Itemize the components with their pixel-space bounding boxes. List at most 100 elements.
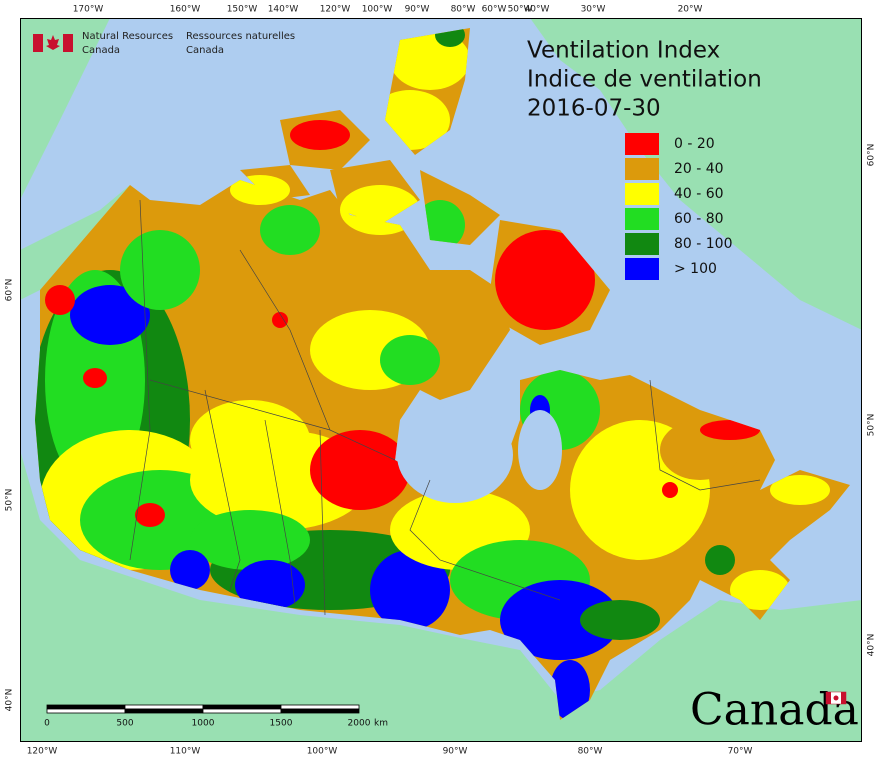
latitude-label: 50°N [5, 489, 15, 512]
russia [20, 18, 110, 200]
index-area [495, 230, 595, 330]
legend-label: 0 - 20 [674, 136, 715, 152]
longitude-label: 100°W [362, 5, 393, 15]
index-area [190, 510, 310, 570]
title-date: 2016-07-30 [527, 96, 661, 122]
flag-bar [826, 692, 831, 704]
title-fr: Indice de ventilation [527, 67, 762, 93]
maple-leaf [46, 35, 60, 50]
longitude-label: 170°W [73, 5, 104, 15]
border [649, 379, 761, 491]
latitude-label: 60°N [5, 279, 15, 302]
scale-bar: 0 500 1000 1500 2000 km [44, 704, 388, 729]
index-area [120, 230, 200, 310]
legend-swatch [625, 158, 659, 180]
latitude-label: 60°N [867, 144, 877, 167]
scale-label: 1000 [192, 719, 215, 729]
longitude-label: 40°W [525, 5, 550, 15]
flag-bar [33, 34, 43, 52]
index-area [190, 400, 310, 480]
org-en: Canada [82, 45, 120, 56]
index-area [662, 482, 678, 498]
scale-segment [202, 704, 282, 710]
legend-label: 80 - 100 [674, 236, 733, 252]
index-area [380, 335, 440, 385]
index-area [272, 312, 288, 328]
org-fr: Ressources naturelles [186, 31, 295, 42]
canada [35, 28, 850, 720]
latitude-label: 40°N [867, 634, 877, 657]
longitude-label: 70°W [728, 747, 753, 757]
graticule-labels: 170°W 160°W 150°W 140°W 120°W 100°W 90°W 80°W 60… [5, 5, 877, 757]
scale-segment [280, 704, 360, 710]
index-area [290, 120, 350, 150]
longitude-label: 90°W [405, 5, 430, 15]
legend-label: 20 - 40 [674, 161, 724, 177]
border [129, 199, 151, 561]
legend: 0 - 20 20 - 40 40 - 60 60 - 80 80 - 100 > 100 [625, 133, 733, 280]
index-area [45, 285, 75, 315]
longitude-label: 80°W [578, 747, 603, 757]
scale-segment [124, 708, 204, 714]
longitude-label: 60°W [482, 5, 507, 15]
org-fr: Canada [186, 45, 224, 56]
index-area [705, 545, 735, 575]
legend-swatch [625, 258, 659, 280]
index-area [550, 660, 590, 720]
longitude-label: 160°W [170, 5, 201, 15]
index-area [135, 503, 165, 527]
index-area [500, 580, 620, 660]
scale-segment [46, 708, 126, 714]
border [204, 389, 241, 591]
longitude-label: 120°W [27, 747, 58, 757]
index-area [70, 285, 150, 345]
index-area [170, 550, 210, 590]
united-states [20, 450, 862, 742]
scale-label: 500 [116, 719, 133, 729]
flag-bar [841, 692, 846, 704]
index-area [230, 175, 290, 205]
scale-label: 2000 [348, 719, 371, 729]
latitude-label: 50°N [867, 414, 877, 437]
index-area [770, 475, 830, 505]
longitude-label: 110°W [170, 747, 201, 757]
longitude-label: 150°W [227, 5, 258, 15]
longitude-label: 20°W [678, 5, 703, 15]
flag-bar [63, 34, 73, 52]
border [239, 249, 331, 431]
legend-swatch [625, 208, 659, 230]
latitude-label: 40°N [5, 689, 15, 712]
alaska [20, 185, 130, 300]
index-area [730, 570, 790, 610]
index-area [370, 550, 450, 630]
hudson-bay [397, 407, 513, 503]
longitude-label: 120°W [320, 5, 351, 15]
legend-label: > 100 [674, 261, 717, 277]
border [319, 429, 326, 616]
scale-segment [202, 708, 282, 714]
maple-leaf [833, 695, 839, 701]
border [264, 419, 296, 606]
greenland [530, 18, 862, 330]
legend-label: 60 - 80 [674, 211, 724, 227]
title-en: Ventilation Index [527, 38, 720, 64]
legend-swatch [625, 133, 659, 155]
longitude-label: 30°W [581, 5, 606, 15]
longitude-label: 100°W [307, 747, 338, 757]
longitude-label: 140°W [268, 5, 299, 15]
province-borders [129, 199, 761, 616]
longitude-label: 50°W [508, 5, 533, 15]
index-area [580, 600, 660, 640]
index-area [700, 420, 760, 440]
index-area [83, 368, 107, 388]
scale-label: 1500 [270, 719, 293, 729]
scale-unit: km [374, 719, 388, 729]
legend-label: 40 - 60 [674, 186, 724, 202]
index-area [235, 560, 305, 610]
legend-swatch [625, 183, 659, 205]
index-area [310, 430, 410, 510]
longitude-label: 90°W [443, 747, 468, 757]
border [409, 479, 561, 601]
index-area [260, 205, 320, 255]
